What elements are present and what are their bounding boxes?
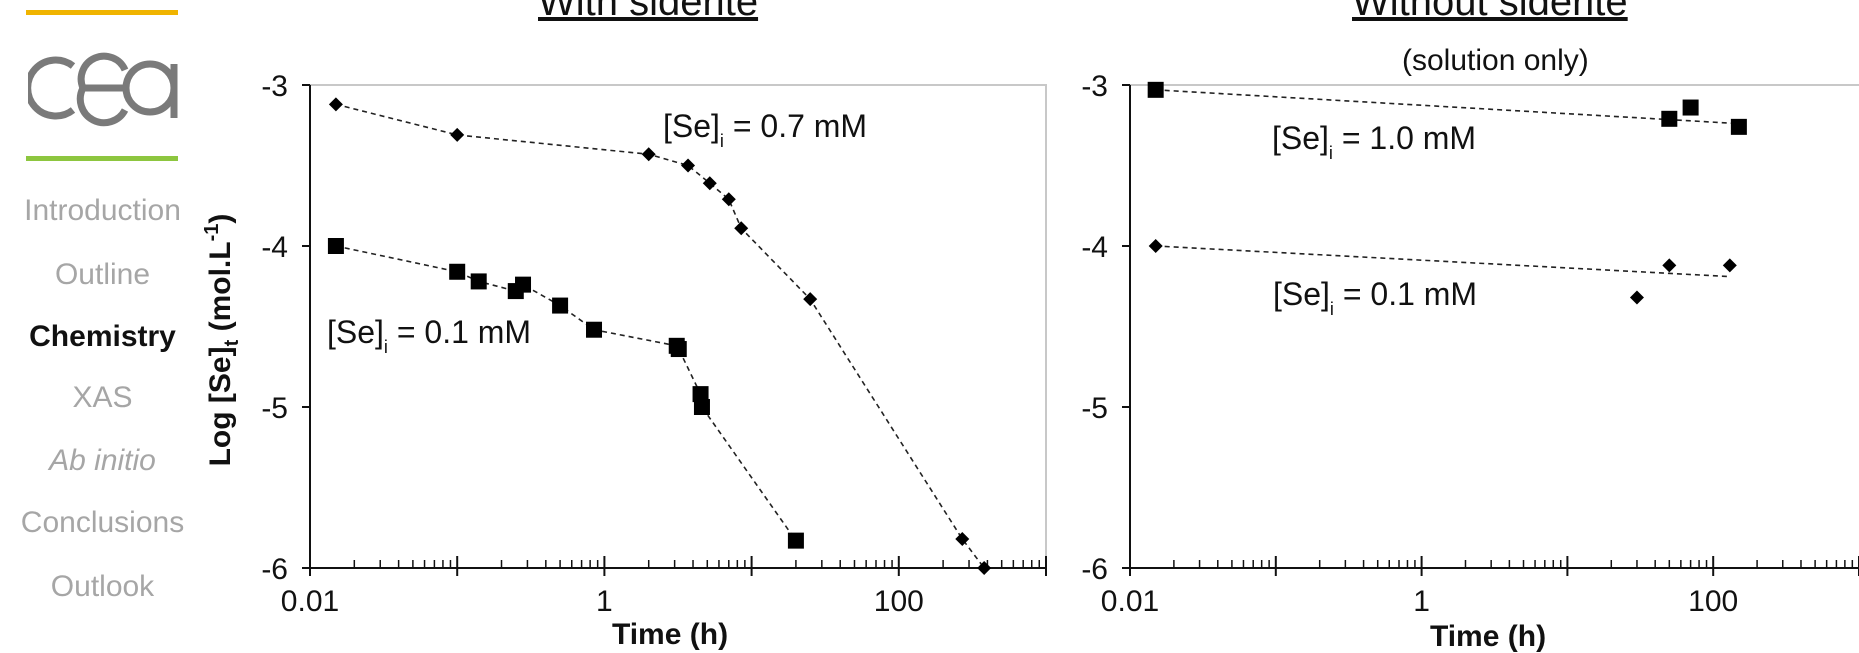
annotation-left-01: [Se]i = 0.1 mM (327, 314, 531, 357)
data-point-diamond (1629, 290, 1644, 305)
data-point-square (515, 276, 532, 293)
nav-item-outlook[interactable]: Outlook (50, 570, 155, 603)
data-point-square (1730, 118, 1747, 135)
nav-item-outline[interactable]: Outline (54, 258, 151, 291)
data-point-square (586, 321, 603, 338)
data-point-diamond (1662, 258, 1677, 273)
data-point-diamond (328, 97, 343, 112)
data-point-diamond (1148, 239, 1163, 253)
accent-bar-bottom (26, 156, 178, 161)
data-point-diamond (681, 158, 696, 173)
data-point-square (552, 297, 569, 314)
data-point-square (1661, 110, 1678, 127)
data-point-square (670, 341, 687, 358)
x-tick-label: 0.01 (1101, 585, 1159, 618)
data-point-diamond (1722, 258, 1737, 273)
data-point-diamond (734, 221, 749, 236)
y-tick-label: -3 (1081, 70, 1108, 103)
y-tick-label: -5 (261, 392, 288, 425)
x-tick-label: 100 (1688, 585, 1738, 618)
data-point-diamond (955, 532, 970, 547)
accent-bar-top (26, 10, 178, 15)
y-tick-label: -5 (1081, 392, 1108, 425)
y-tick-label: -3 (261, 70, 288, 103)
x-axis-label: Time (h) (1430, 620, 1546, 653)
data-point-square (449, 263, 466, 280)
data-point-diamond (641, 147, 656, 162)
nav-item-ab-initio[interactable]: Ab initio (49, 444, 156, 477)
cea-logo (28, 52, 178, 127)
data-point-diamond (450, 127, 465, 142)
data-point-diamond (702, 176, 717, 191)
series-line (335, 245, 797, 542)
data-point-square (1682, 99, 1699, 116)
data-point-square (470, 273, 487, 290)
annotation-left-07: [Se]i = 0.7 mM (663, 108, 867, 151)
right-panel-title: Without siderite (1352, 0, 1628, 24)
sidebar: Introduction Outline Chemistry XAS Ab in… (0, 0, 205, 653)
x-tick-label: 1 (1413, 585, 1430, 618)
annotation-right-01: [Se]i = 0.1 mM (1273, 276, 1477, 319)
x-tick-label: 0.01 (281, 585, 339, 618)
left-panel-title: With siderite (538, 0, 759, 24)
nav-item-conclusions[interactable]: Conclusions (20, 506, 185, 539)
y-tick-label: -6 (1081, 553, 1108, 586)
nav-item-introduction[interactable]: Introduction (24, 194, 181, 227)
data-point-square (1147, 81, 1164, 98)
data-point-square (327, 238, 344, 254)
trend-line (1155, 245, 1730, 278)
x-tick-label: 1 (596, 585, 613, 618)
data-point-diamond (721, 192, 736, 207)
data-point-diamond (977, 561, 992, 575)
y-tick-label: -6 (261, 553, 288, 586)
data-point-square (693, 399, 710, 415)
nav-item-chemistry[interactable]: Chemistry (29, 320, 176, 353)
left-chart: -3 -4 -5 -60.01 1 100 Time (h) (261, 70, 1047, 651)
right-panel-subtitle: (solution only) (1402, 44, 1589, 77)
y-tick-label: -4 (261, 231, 288, 264)
data-point-square (787, 532, 804, 549)
x-tick-label: 100 (874, 585, 924, 618)
series-line (335, 103, 985, 569)
x-axis-label: Time (h) (612, 618, 728, 651)
annotation-right-10: [Se]i = 1.0 mM (1272, 120, 1476, 163)
nav-item-xas[interactable]: XAS (72, 381, 133, 414)
y-axis-label: Log [Se]t (mol.L-1) (201, 214, 243, 467)
y-tick-label: -4 (1081, 231, 1108, 264)
trend-line (1155, 89, 1739, 125)
right-chart: -3 -4 -5 -60.01 1 100 Time (h) (1081, 70, 1859, 653)
data-point-square (692, 386, 709, 403)
data-point-diamond (803, 292, 818, 307)
